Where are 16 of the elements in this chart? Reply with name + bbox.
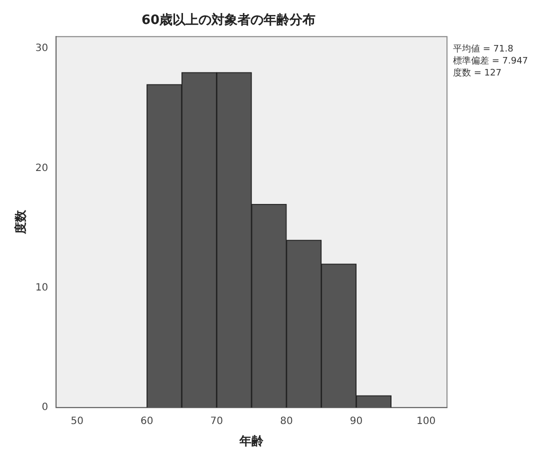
text: 平均値 = 71.8 (453, 43, 514, 54)
x-tick-label: 60 (140, 416, 154, 428)
y-tick-label: 20 (35, 162, 48, 174)
y-tick-label: 0 (42, 402, 48, 414)
x-axis-title: 年齢 (238, 434, 265, 448)
chart-title: 60歳以上の対象者の年齢分布 (141, 12, 316, 28)
y-tick-label: 30 (35, 43, 48, 54)
x-tick-label: 90 (350, 416, 363, 428)
x-tick-label: 50 (70, 416, 84, 428)
x-tick-label: 70 (210, 416, 224, 428)
y-tick-label: 10 (35, 282, 48, 294)
x-tick-label: 100 (416, 416, 436, 428)
text: 標準偏差 = 7.947 (453, 55, 528, 66)
y-axis-title: 度数 (13, 209, 28, 236)
x-tick-label: 80 (280, 416, 293, 428)
text: 度数 = 127 (453, 67, 502, 78)
